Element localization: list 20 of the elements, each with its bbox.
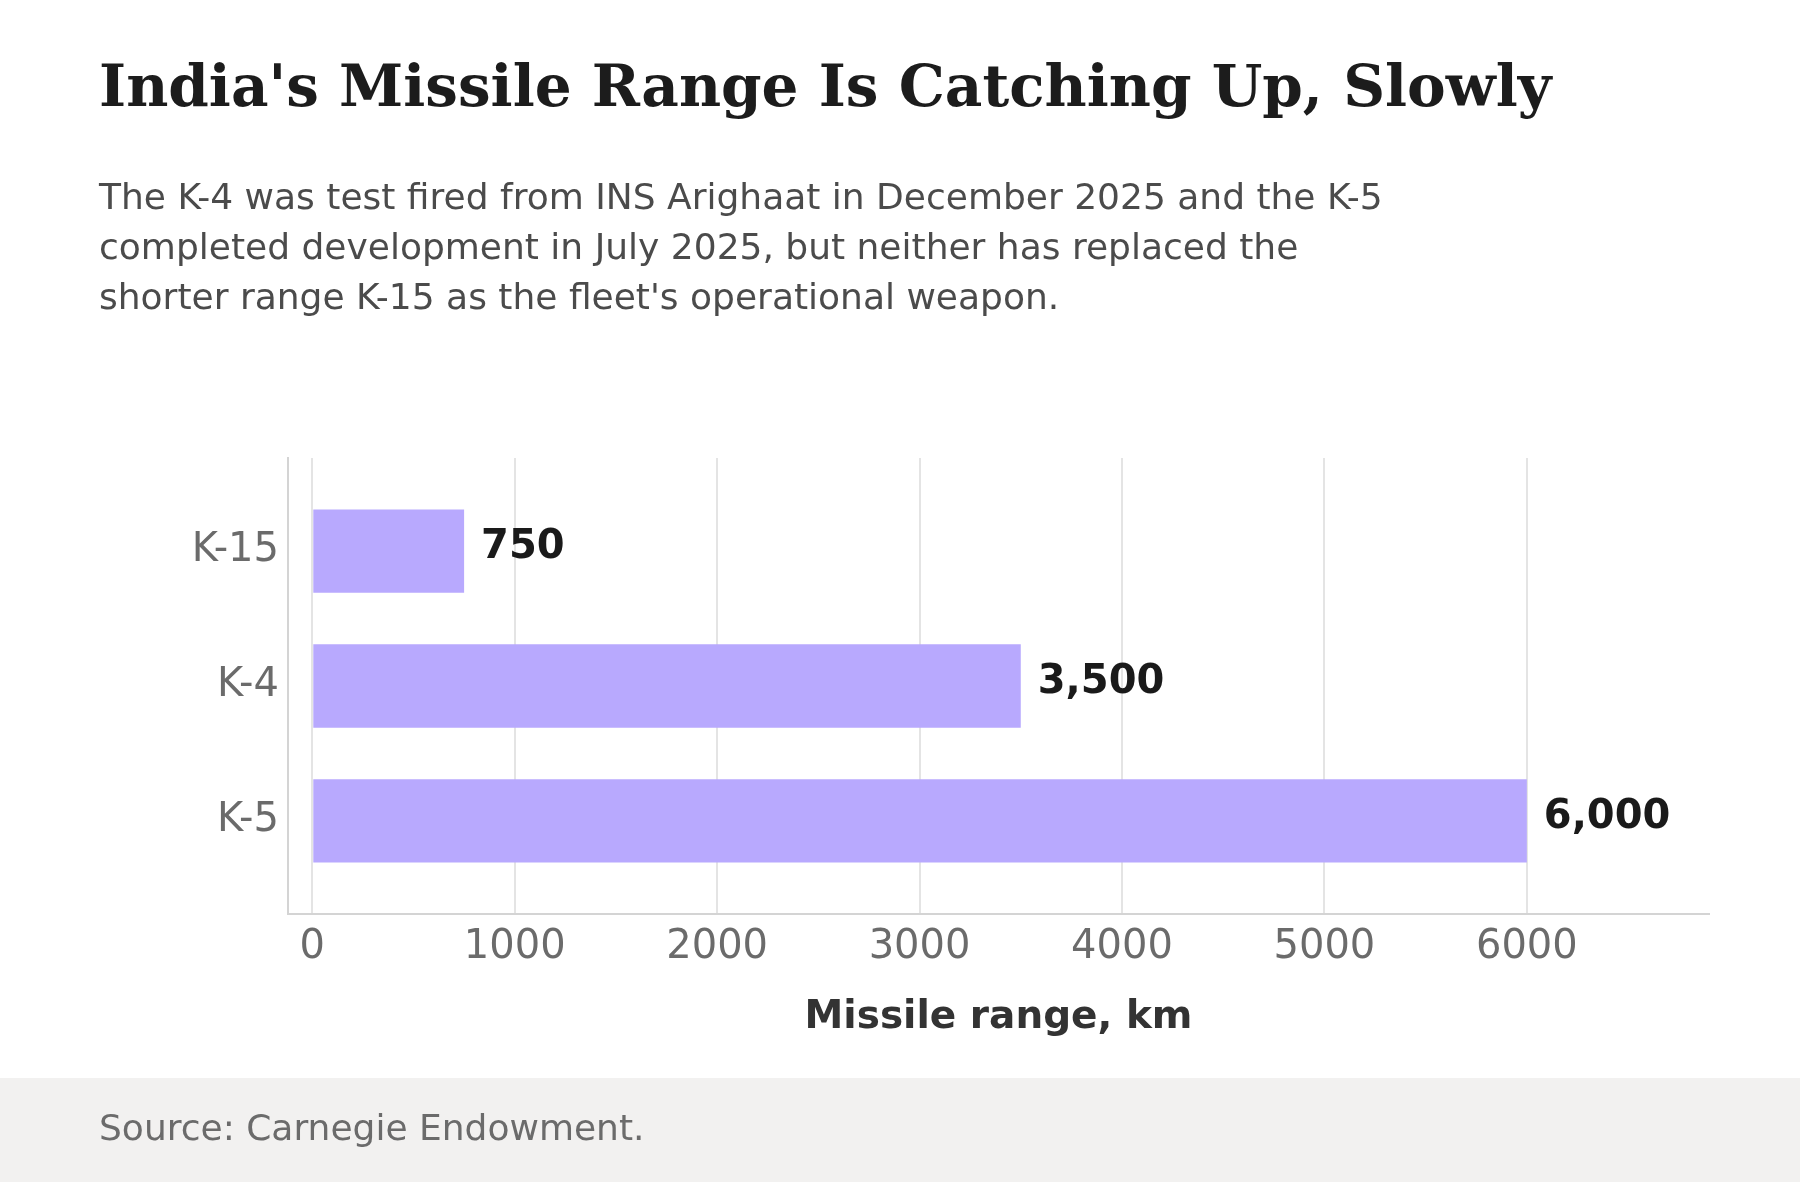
x-tick-label: 0 <box>299 921 326 968</box>
x-tick-label: 4000 <box>1071 921 1173 968</box>
data-label: 6,000 <box>1543 791 1671 838</box>
bar <box>313 509 465 593</box>
x-tick-label: 1000 <box>463 921 566 968</box>
chart-title: India's Missile Range Is Catching Up, Slowly <box>99 51 1552 122</box>
y-tick-label: K-15 <box>191 524 279 571</box>
x-tick-label: 5000 <box>1273 921 1376 968</box>
data-label: 750 <box>481 521 565 568</box>
x-tick-label: 2000 <box>666 921 769 968</box>
bar <box>313 779 1527 863</box>
x-axis-title: Missile range, km <box>804 991 1193 1037</box>
y-tick-label: K-5 <box>217 794 279 841</box>
y-tick-label: K-4 <box>217 659 279 706</box>
bar <box>313 644 1021 728</box>
x-tick-label: 6000 <box>1475 921 1578 968</box>
chart-subtitle: The K-4 was test fired from INS Arighaat in December 2025 and the K-5 completed development in July 2025, but neither has replaced the shorter range K-15 as the fleet's operational weapon. <box>99 175 1384 319</box>
source-note: Source: Carnegie Endowment. <box>99 1107 645 1149</box>
x-tick-label: 3000 <box>868 921 971 968</box>
data-label: 3,500 <box>1037 656 1165 703</box>
